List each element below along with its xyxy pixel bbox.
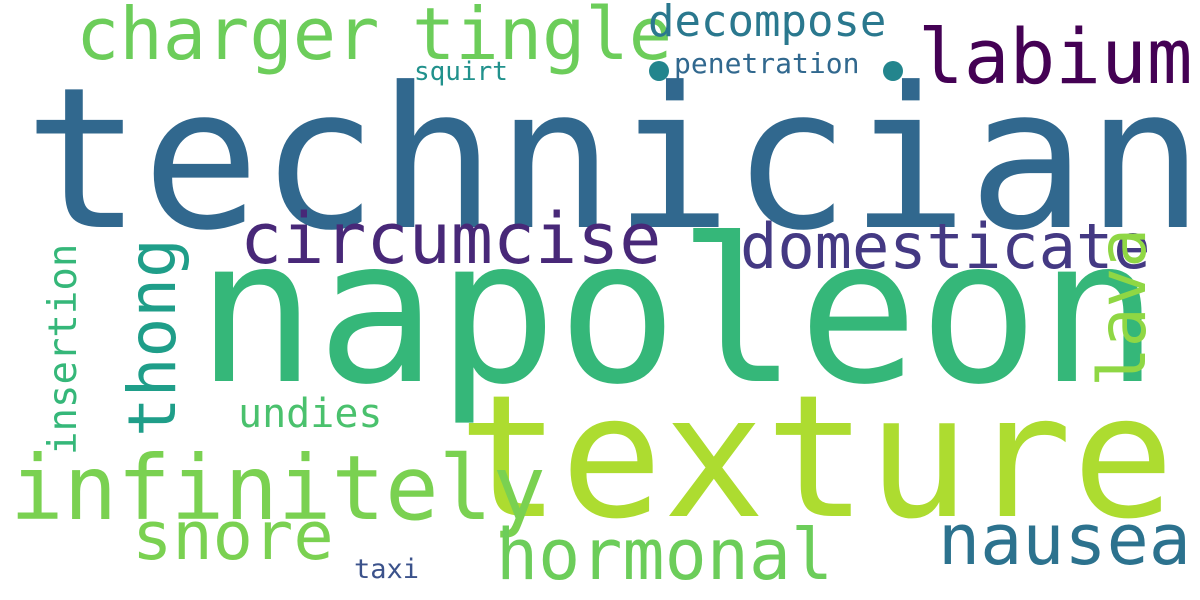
word-undies: undies [238,391,383,437]
word-nausea: nausea [938,499,1191,581]
word-tingle: tingle [412,0,673,76]
word-labium: labium [918,12,1193,101]
word-infinitely: infinitely [10,436,546,540]
word-snore: snore [132,497,334,575]
word-thong: thong [114,238,191,437]
word-hormonal: hormonal [496,514,834,596]
word-domesticate: domesticate [740,210,1151,283]
dot-mark [883,61,903,81]
word-texture: texture [458,359,1175,557]
word-insertion: insertion [41,243,86,455]
word-penetration: penetration [674,47,860,80]
word-lava: lava [1084,228,1161,387]
word-decompose: decompose [648,0,887,47]
dot-mark [649,61,669,81]
word-taxi: taxi [354,554,420,585]
word-circumcise: circumcise [240,198,662,280]
word-squirt: squirt [414,57,508,87]
word-napoleon: napoleon [196,196,1160,429]
word-technician: technician [24,46,1200,274]
word-charger: charger [76,0,380,76]
